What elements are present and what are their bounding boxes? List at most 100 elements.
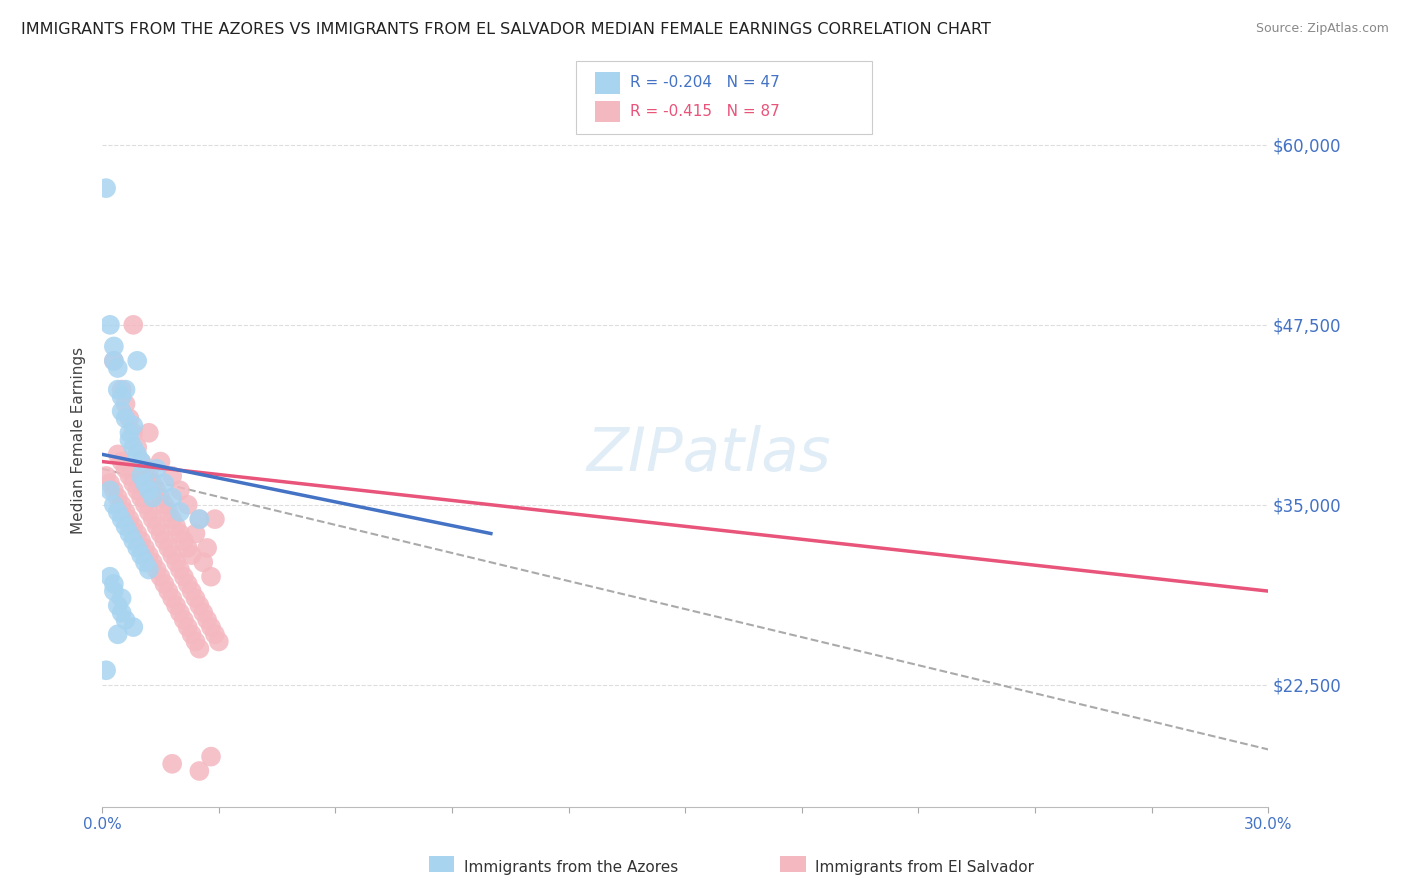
- Text: Source: ZipAtlas.com: Source: ZipAtlas.com: [1256, 22, 1389, 36]
- Point: [138, 425, 160, 440]
- Point: [107, 627, 129, 641]
- Point: [107, 505, 129, 519]
- Point: [111, 383, 134, 397]
- Text: Immigrants from the Azores: Immigrants from the Azores: [464, 860, 678, 874]
- Point: [118, 469, 141, 483]
- Point: [122, 418, 145, 433]
- Point: [153, 498, 176, 512]
- Point: [138, 505, 160, 519]
- Point: [103, 584, 125, 599]
- Point: [129, 548, 152, 562]
- Point: [118, 411, 141, 425]
- Point: [103, 577, 125, 591]
- Point: [122, 533, 145, 548]
- Point: [165, 599, 187, 613]
- Point: [138, 469, 160, 483]
- Point: [98, 476, 121, 491]
- Point: [127, 526, 149, 541]
- Point: [200, 620, 222, 634]
- Point: [127, 483, 149, 498]
- Point: [114, 519, 136, 533]
- Point: [129, 491, 152, 505]
- Point: [107, 447, 129, 461]
- Point: [107, 491, 129, 505]
- Point: [111, 390, 134, 404]
- Point: [94, 181, 117, 195]
- Point: [98, 318, 121, 332]
- Point: [142, 555, 165, 569]
- Point: [114, 462, 136, 476]
- Point: [122, 425, 145, 440]
- Point: [165, 519, 187, 533]
- Point: [188, 641, 211, 656]
- Point: [160, 469, 183, 483]
- Point: [153, 476, 176, 491]
- Point: [184, 591, 207, 606]
- Point: [153, 577, 176, 591]
- Point: [111, 404, 134, 418]
- Point: [118, 526, 141, 541]
- Point: [188, 764, 211, 778]
- Point: [195, 541, 218, 555]
- Point: [122, 519, 145, 533]
- Point: [122, 440, 145, 454]
- Point: [127, 354, 149, 368]
- Point: [188, 512, 211, 526]
- Point: [118, 425, 141, 440]
- Point: [103, 339, 125, 353]
- Point: [114, 411, 136, 425]
- Y-axis label: Median Female Earnings: Median Female Earnings: [72, 346, 86, 533]
- Point: [129, 454, 152, 468]
- Point: [160, 512, 183, 526]
- Point: [169, 562, 191, 576]
- Point: [180, 627, 202, 641]
- Point: [200, 570, 222, 584]
- Point: [142, 476, 165, 491]
- Point: [184, 634, 207, 648]
- Point: [160, 548, 183, 562]
- Text: R = -0.415   N = 87: R = -0.415 N = 87: [630, 104, 780, 119]
- Text: Immigrants from El Salvador: Immigrants from El Salvador: [815, 860, 1035, 874]
- Point: [114, 397, 136, 411]
- Point: [177, 577, 200, 591]
- Point: [149, 491, 172, 505]
- Point: [134, 555, 156, 569]
- Point: [169, 526, 191, 541]
- Point: [103, 498, 125, 512]
- Point: [127, 440, 149, 454]
- Point: [157, 505, 180, 519]
- Point: [98, 570, 121, 584]
- Point: [149, 526, 172, 541]
- Point: [111, 606, 134, 620]
- Point: [134, 462, 156, 476]
- Point: [160, 591, 183, 606]
- Point: [129, 469, 152, 483]
- Point: [169, 606, 191, 620]
- Point: [142, 491, 165, 505]
- Point: [122, 476, 145, 491]
- Point: [157, 541, 180, 555]
- Point: [103, 354, 125, 368]
- Point: [160, 491, 183, 505]
- Point: [111, 591, 134, 606]
- Point: [177, 620, 200, 634]
- Point: [118, 433, 141, 447]
- Point: [103, 354, 125, 368]
- Point: [142, 512, 165, 526]
- Point: [107, 361, 129, 376]
- Point: [111, 498, 134, 512]
- Point: [149, 570, 172, 584]
- Point: [173, 613, 195, 627]
- Point: [134, 476, 156, 491]
- Point: [111, 454, 134, 468]
- Point: [94, 663, 117, 677]
- Point: [138, 562, 160, 576]
- Point: [184, 526, 207, 541]
- Point: [188, 599, 211, 613]
- Point: [134, 498, 156, 512]
- Point: [98, 483, 121, 498]
- Point: [127, 541, 149, 555]
- Point: [169, 483, 191, 498]
- Text: R = -0.204   N = 47: R = -0.204 N = 47: [630, 76, 780, 90]
- Point: [145, 519, 167, 533]
